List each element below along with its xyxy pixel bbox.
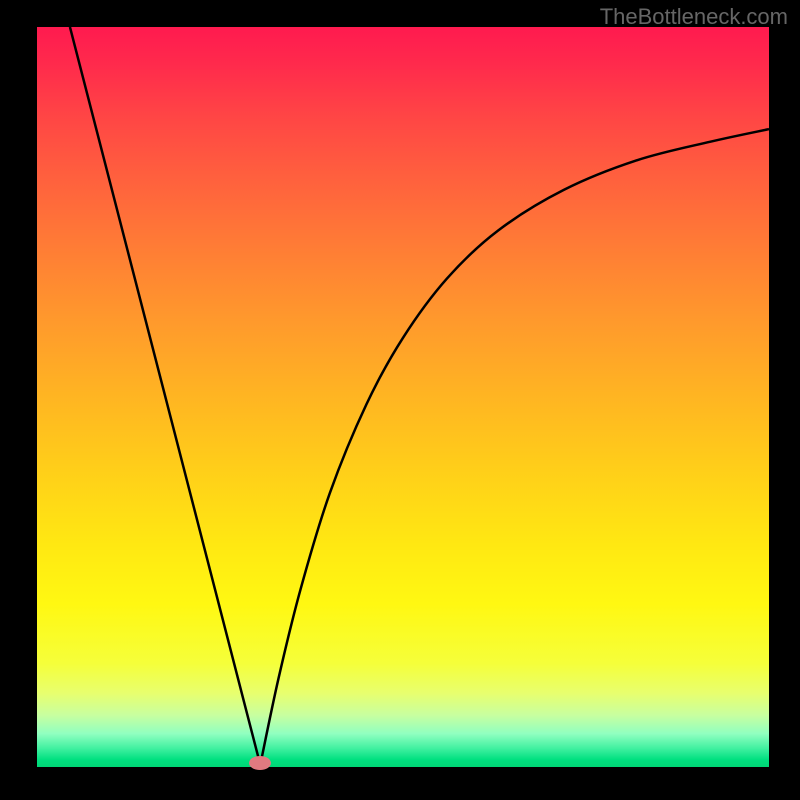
bottleneck-curve bbox=[37, 27, 769, 767]
minimum-marker bbox=[249, 756, 271, 770]
curve-left-branch bbox=[70, 27, 260, 765]
watermark-text: TheBottleneck.com bbox=[600, 4, 788, 30]
curve-right-branch bbox=[260, 129, 769, 765]
plot-area bbox=[37, 27, 769, 767]
